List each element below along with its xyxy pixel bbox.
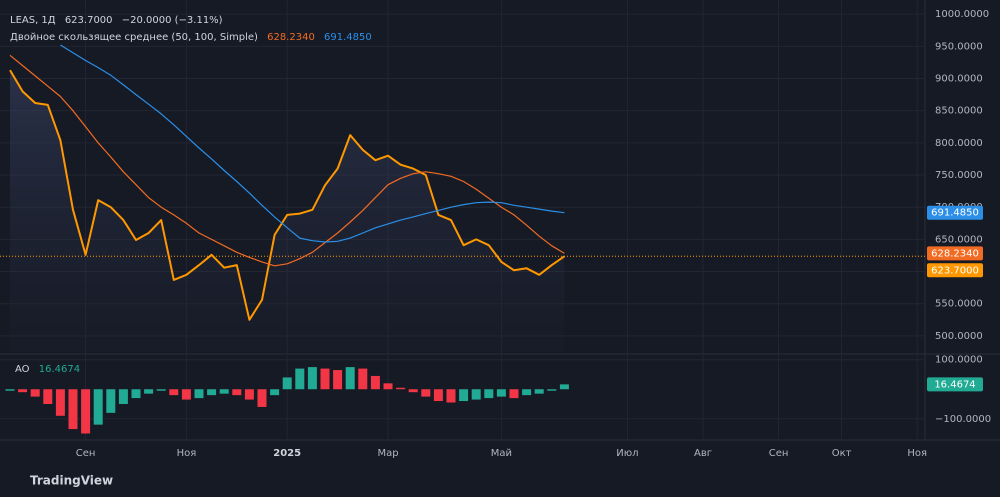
ao-bar — [408, 389, 418, 393]
y-tick-label: 650.0000 — [935, 234, 983, 245]
last-value-label-box — [927, 205, 983, 220]
ao-bar — [118, 389, 128, 404]
ao-bar — [207, 389, 217, 396]
ao-bar — [496, 389, 506, 397]
ao-bar — [547, 389, 557, 391]
y-tick-label: 100.0000 — [935, 355, 983, 366]
ao-bar — [55, 389, 65, 416]
y-tick-label: 550.0000 — [935, 299, 983, 310]
y-tick-label: 950.0000 — [935, 41, 983, 52]
price-area — [10, 70, 565, 352]
header: LEAS, 1Д 623.7000 −20.0000 (−3.11%) — [10, 15, 223, 26]
x-tick-label: Май — [491, 448, 512, 459]
ao-bar — [43, 389, 53, 404]
last-value-label-box — [927, 263, 983, 278]
x-tick-label: Ноя — [907, 448, 927, 459]
y-tick-label: 850.0000 — [935, 106, 983, 117]
ao-bar — [257, 389, 267, 407]
last-value-label-box — [927, 246, 983, 261]
ao-bar — [484, 389, 494, 399]
indicator-name: Двойное скользящее среднее (50, 100, Sim… — [10, 32, 258, 43]
ao-bar — [295, 368, 305, 390]
symbol: LEAS, 1Д — [10, 15, 56, 26]
ao-bar — [194, 389, 204, 399]
ao-bar — [93, 389, 103, 425]
y-tick-label: 800.0000 — [935, 138, 983, 149]
x-tick-label: 2025 — [273, 448, 301, 459]
ao-bar — [345, 367, 355, 390]
ao-bar — [156, 389, 166, 391]
last-value-label: 691.4850 — [931, 208, 979, 219]
ao-bar — [307, 367, 317, 390]
last-value-label: 623.7000 — [931, 265, 979, 276]
ao-bar — [421, 389, 431, 397]
ao-bar — [5, 389, 15, 391]
last-value-label: 628.2340 — [931, 248, 979, 259]
ao-bar — [131, 389, 141, 399]
last-value-label-box — [927, 377, 983, 392]
ao-bar — [559, 384, 569, 390]
x-tick-label: Окт — [832, 448, 852, 459]
y-tick-label: 750.0000 — [935, 170, 983, 181]
change: −20.0000 (−3.11%) — [122, 15, 223, 26]
ao-bar — [270, 389, 280, 396]
sma50-value: 628.2340 — [267, 32, 315, 43]
ao-bar — [68, 389, 78, 430]
x-tick-label: Авг — [694, 448, 712, 459]
ao-bar — [471, 389, 481, 400]
last-value-label: 16.4674 — [934, 379, 975, 390]
ao-bar — [509, 389, 519, 399]
ao-bar — [282, 377, 292, 390]
ao-bar — [169, 389, 179, 396]
x-tick-label: Сен — [769, 448, 789, 459]
indicator-legend: Двойное скользящее среднее (50, 100, Sim… — [10, 32, 372, 43]
ao-bar — [320, 368, 330, 390]
price-line — [9, 69, 565, 321]
sma100-value: 691.4850 — [324, 32, 372, 43]
ao-bar — [383, 383, 393, 390]
ma-line — [60, 44, 565, 243]
y-tick-label: −100.0000 — [935, 414, 991, 425]
ao-bar — [333, 370, 343, 390]
brand: TradingView — [30, 474, 113, 488]
marks — [0, 44, 925, 434]
ao-bar — [144, 389, 154, 394]
ao-bar — [522, 389, 532, 396]
ao-bar — [219, 389, 229, 394]
y-tick-label: 500.0000 — [935, 331, 983, 342]
ao-bar — [181, 389, 191, 400]
x-tick-label: Мар — [377, 448, 398, 459]
ao-bar — [232, 389, 242, 396]
ao-bar — [446, 389, 456, 403]
ao-bar — [433, 389, 443, 402]
ao-bar — [106, 389, 116, 413]
ao-bar — [18, 389, 28, 393]
ao-bar — [459, 389, 469, 402]
ma-line — [9, 54, 565, 267]
y-tick-label: 900.0000 — [935, 74, 983, 85]
x-tick-label: Июл — [616, 448, 638, 459]
ao-value: 16.4674 — [39, 364, 80, 375]
ao-bar — [81, 389, 91, 434]
y-tick-label: 1000.0000 — [935, 9, 989, 20]
ao-bar — [370, 375, 380, 390]
ao-bar — [396, 387, 406, 390]
ao-bar — [358, 368, 368, 390]
x-tick-label: Сен — [76, 448, 96, 459]
x-tick-label: Ноя — [177, 448, 197, 459]
ao-legend: AO 16.4674 — [15, 364, 80, 375]
ao-bar — [30, 389, 40, 397]
ao-name: AO — [15, 364, 30, 375]
last-price: 623.7000 — [65, 15, 113, 26]
ao-bar — [244, 389, 254, 400]
labels: Сен Ноя 2025 Мар Май Июл Авг Сен Окт Ноя 500.0000 5… — [76, 9, 991, 459]
ao-bar — [534, 389, 544, 394]
